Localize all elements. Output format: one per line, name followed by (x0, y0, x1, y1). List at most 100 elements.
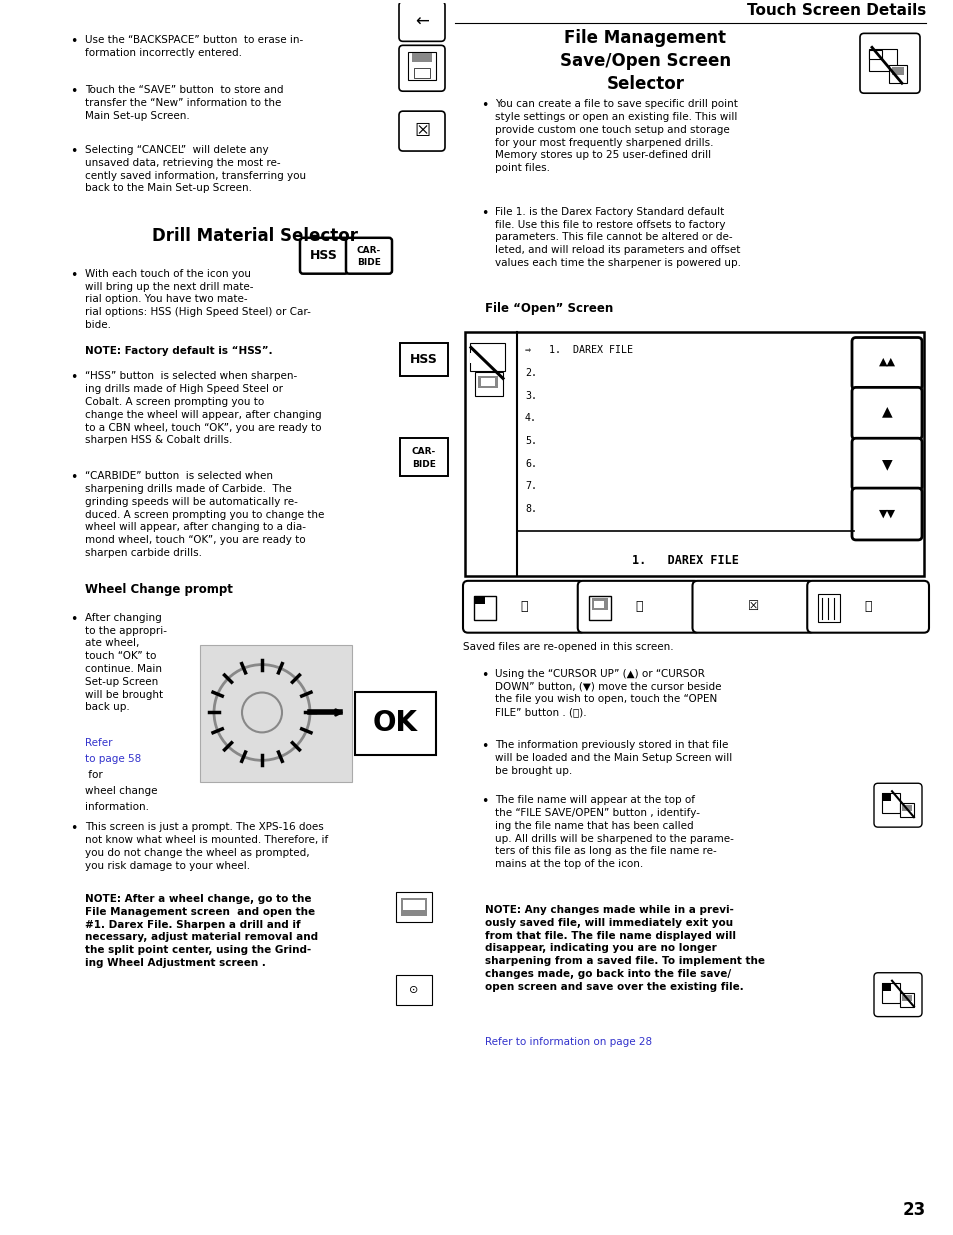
FancyBboxPatch shape (399, 342, 448, 377)
FancyBboxPatch shape (398, 1, 444, 41)
Text: Touch the “SAVE” button  to store and
transfer the “New” information to the
Main: Touch the “SAVE” button to store and tra… (85, 85, 283, 121)
Text: BIDE: BIDE (412, 459, 436, 468)
Text: “HSS” button  is selected when sharpen-
ing drills made of High Speed Steel or
C: “HSS” button is selected when sharpen- i… (85, 372, 321, 446)
Bar (901, 805, 911, 811)
Bar (882, 793, 899, 813)
Bar (899, 993, 913, 1007)
Text: BIDE: BIDE (356, 258, 380, 267)
FancyBboxPatch shape (462, 580, 584, 632)
Text: “CARBIDE” button  is selected when
sharpening drills made of Carbide.  The
grind: “CARBIDE” button is selected when sharpe… (85, 471, 324, 558)
Text: CAR-: CAR- (356, 246, 381, 256)
Text: information.: information. (85, 803, 149, 813)
Text: This screen is just a prompt. The XPS-16 does
not know what wheel is mounted. Th: This screen is just a prompt. The XPS-16… (85, 823, 328, 871)
Bar (901, 994, 911, 1000)
Text: Saved files are re-opened in this screen.: Saved files are re-opened in this screen… (462, 642, 673, 652)
Text: Using the “CURSOR UP” (▲) or “CURSOR
DOWN” button, (▼) move the cursor beside
th: Using the “CURSOR UP” (▲) or “CURSOR DOW… (495, 668, 720, 718)
Text: NOTE: After a wheel change, go to the
File Management screen  and open the
#1. D: NOTE: After a wheel change, go to the Fi… (85, 894, 317, 968)
Text: •: • (480, 741, 488, 753)
FancyBboxPatch shape (806, 580, 928, 632)
Text: •: • (70, 471, 77, 484)
Text: 📁: 📁 (519, 600, 527, 614)
Bar (408, 52, 436, 80)
Text: 1.   DAREX FILE: 1. DAREX FILE (632, 555, 739, 567)
Text: After changing
to the appropri-
ate wheel,
touch “OK” to
continue. Main
Set-up S: After changing to the appropri- ate whee… (85, 613, 167, 713)
Text: 5.: 5. (524, 436, 537, 446)
FancyBboxPatch shape (464, 331, 923, 576)
FancyBboxPatch shape (851, 438, 921, 490)
Text: 🗑: 🗑 (863, 600, 871, 614)
Text: •: • (480, 99, 488, 112)
FancyBboxPatch shape (346, 238, 392, 274)
Text: 23: 23 (902, 1202, 925, 1219)
Text: Use the “BACKSPACE” button  to erase in-
formation incorrectly entered.: Use the “BACKSPACE” button to erase in- … (85, 36, 303, 58)
Text: 6.: 6. (524, 458, 537, 469)
Bar (882, 983, 899, 1003)
Text: •: • (480, 207, 488, 220)
Bar (477, 377, 497, 388)
FancyBboxPatch shape (398, 111, 444, 151)
Bar (414, 68, 430, 78)
Text: HSS: HSS (310, 249, 337, 262)
Bar (475, 373, 502, 396)
FancyBboxPatch shape (873, 973, 921, 1016)
Text: •: • (70, 269, 77, 282)
Text: to page 58: to page 58 (85, 755, 141, 764)
Text: OK: OK (373, 709, 417, 737)
Bar (591, 598, 607, 610)
Bar (474, 595, 484, 604)
Bar (882, 983, 890, 990)
Text: 3.: 3. (524, 390, 537, 401)
FancyBboxPatch shape (395, 974, 432, 1004)
Text: 7.: 7. (524, 482, 537, 492)
FancyBboxPatch shape (200, 645, 352, 782)
Text: File Management
Save/Open Screen
Selector: File Management Save/Open Screen Selecto… (559, 30, 730, 93)
Text: Selecting “CANCEL”  will delete any
unsaved data, retrieving the most re-
cently: Selecting “CANCEL” will delete any unsav… (85, 144, 306, 194)
Text: 4.: 4. (524, 414, 537, 424)
Text: ←: ← (415, 12, 429, 31)
FancyBboxPatch shape (873, 783, 921, 827)
Text: ▲: ▲ (881, 404, 891, 419)
Text: File 1. is the Darex Factory Standard default
file. Use this file to restore off: File 1. is the Darex Factory Standard de… (495, 207, 740, 268)
Bar (474, 595, 496, 620)
Text: ⇒   1.  DAREX FILE: ⇒ 1. DAREX FILE (524, 346, 633, 356)
Text: The file name will appear at the top of
the “FILE SAVE/OPEN” button , identify-
: The file name will appear at the top of … (495, 795, 733, 869)
FancyBboxPatch shape (399, 438, 448, 477)
Bar (470, 343, 504, 372)
FancyBboxPatch shape (395, 892, 432, 921)
FancyBboxPatch shape (398, 46, 444, 91)
Text: You can create a file to save specific drill point
style settings or open an exi: You can create a file to save specific d… (495, 99, 737, 173)
Text: ▼: ▼ (881, 457, 891, 472)
FancyBboxPatch shape (859, 33, 919, 93)
Bar (402, 900, 424, 910)
Text: NOTE: Any changes made while in a previ-
ously saved file, will immediately exit: NOTE: Any changes made while in a previ-… (484, 905, 764, 992)
Text: ▼▼: ▼▼ (878, 509, 895, 519)
Bar (899, 803, 913, 818)
FancyBboxPatch shape (299, 238, 348, 274)
FancyBboxPatch shape (851, 388, 921, 440)
Bar (593, 600, 603, 608)
Bar (480, 378, 495, 387)
Text: File “Open” Screen: File “Open” Screen (484, 301, 613, 315)
Bar (412, 53, 432, 62)
Text: The information previously stored in that file
will be loaded and the Main Setup: The information previously stored in tha… (495, 741, 732, 776)
Bar (588, 595, 610, 620)
FancyBboxPatch shape (851, 337, 921, 389)
Text: NOTE: Factory default is “HSS”.: NOTE: Factory default is “HSS”. (85, 347, 273, 357)
Text: ⊙: ⊙ (409, 984, 418, 994)
Text: Drill Material Selector: Drill Material Selector (152, 227, 357, 245)
Bar (868, 51, 882, 59)
Text: Touch Screen Details: Touch Screen Details (746, 4, 925, 19)
Bar (400, 898, 427, 916)
Text: CAR-: CAR- (412, 447, 436, 456)
FancyBboxPatch shape (355, 692, 436, 756)
Text: HSS: HSS (410, 353, 437, 366)
Bar (888, 65, 906, 83)
FancyBboxPatch shape (578, 580, 699, 632)
FancyBboxPatch shape (692, 580, 814, 632)
Text: ☒: ☒ (414, 122, 430, 140)
Text: 💾: 💾 (634, 600, 641, 614)
Text: With each touch of the icon you
will bring up the next drill mate-
rial option. : With each touch of the icon you will bri… (85, 269, 311, 330)
Text: Refer to information on page 28: Refer to information on page 28 (484, 1036, 652, 1046)
Text: •: • (70, 144, 77, 158)
Text: •: • (480, 795, 488, 808)
